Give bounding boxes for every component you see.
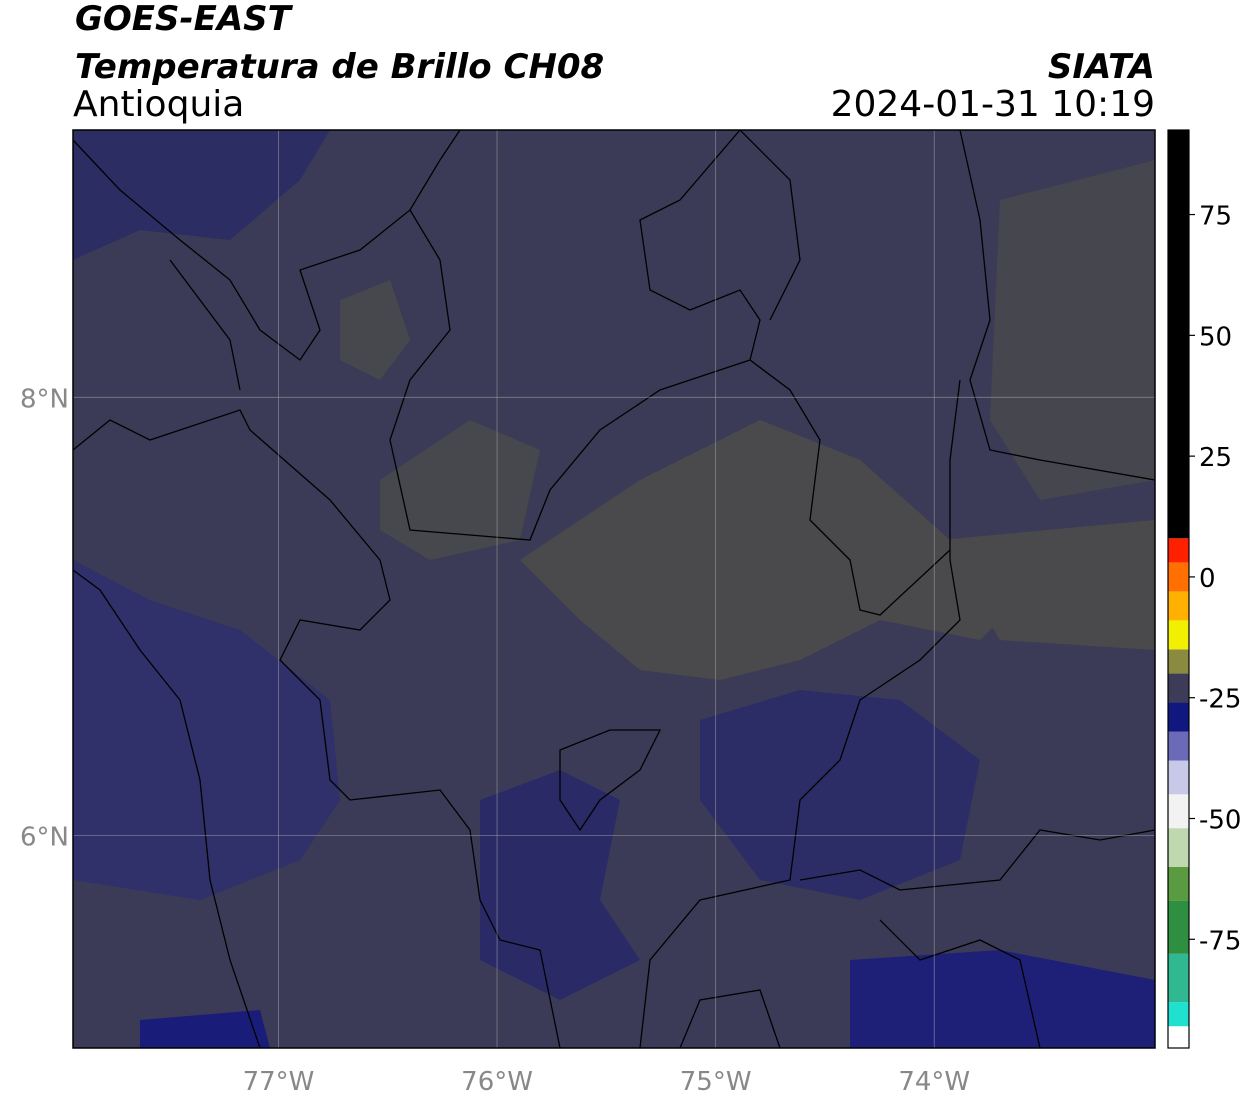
colorbar-band	[1168, 794, 1189, 829]
colorbar-band	[1168, 130, 1189, 539]
colorbar-tick-label: -50	[1199, 806, 1241, 836]
grid	[73, 130, 1155, 1048]
map-image	[73, 130, 1155, 1048]
region: Antioquia	[73, 84, 244, 125]
colorbar-band	[1168, 702, 1189, 732]
colorbar-band	[1168, 673, 1189, 703]
colorbar-band	[1168, 538, 1189, 563]
source: SIATA	[1048, 47, 1155, 87]
colorbar-band	[1168, 900, 1189, 954]
x-tick-label: 76°W	[461, 1067, 533, 1097]
colorbar-tick-label: -75	[1199, 926, 1241, 956]
colorbar-tick-label: -25	[1199, 685, 1241, 715]
colorbar-band	[1168, 649, 1189, 674]
subtitle: Temperatura de Brillo CH08	[75, 47, 604, 87]
colorbar-tick-label: 75	[1199, 202, 1232, 232]
colorbar-band	[1168, 828, 1189, 867]
colorbar-band	[1168, 1002, 1189, 1027]
colorbar-band	[1168, 953, 1189, 1003]
colorbar-tick-label: 0	[1199, 564, 1216, 594]
colorbar-band	[1168, 866, 1189, 901]
colorbar-tick-label: 25	[1199, 443, 1232, 473]
x-tick-label: 75°W	[680, 1067, 752, 1097]
x-tick-label: 74°W	[898, 1067, 970, 1097]
colorbar-band	[1168, 760, 1189, 795]
colorbar-frame	[1167, 129, 1190, 1049]
colorbar-tick-label: 50	[1199, 322, 1232, 352]
colorbar	[1168, 130, 1189, 1048]
x-tick-label: 77°W	[243, 1067, 315, 1097]
colorbar-band	[1168, 591, 1189, 621]
colorbar-band	[1168, 731, 1189, 761]
colorbar-band	[1168, 620, 1189, 650]
y-tick-label: 6°N	[20, 822, 69, 852]
colorbar-band	[1168, 562, 1189, 592]
colorbar-band	[1168, 1026, 1189, 1048]
datetime: 2024-01-31 10:19	[831, 84, 1155, 125]
borders	[73, 130, 1155, 1048]
map-frame	[72, 129, 1156, 1049]
title: GOES-EAST	[75, 0, 294, 39]
y-tick-label: 8°N	[20, 384, 69, 414]
